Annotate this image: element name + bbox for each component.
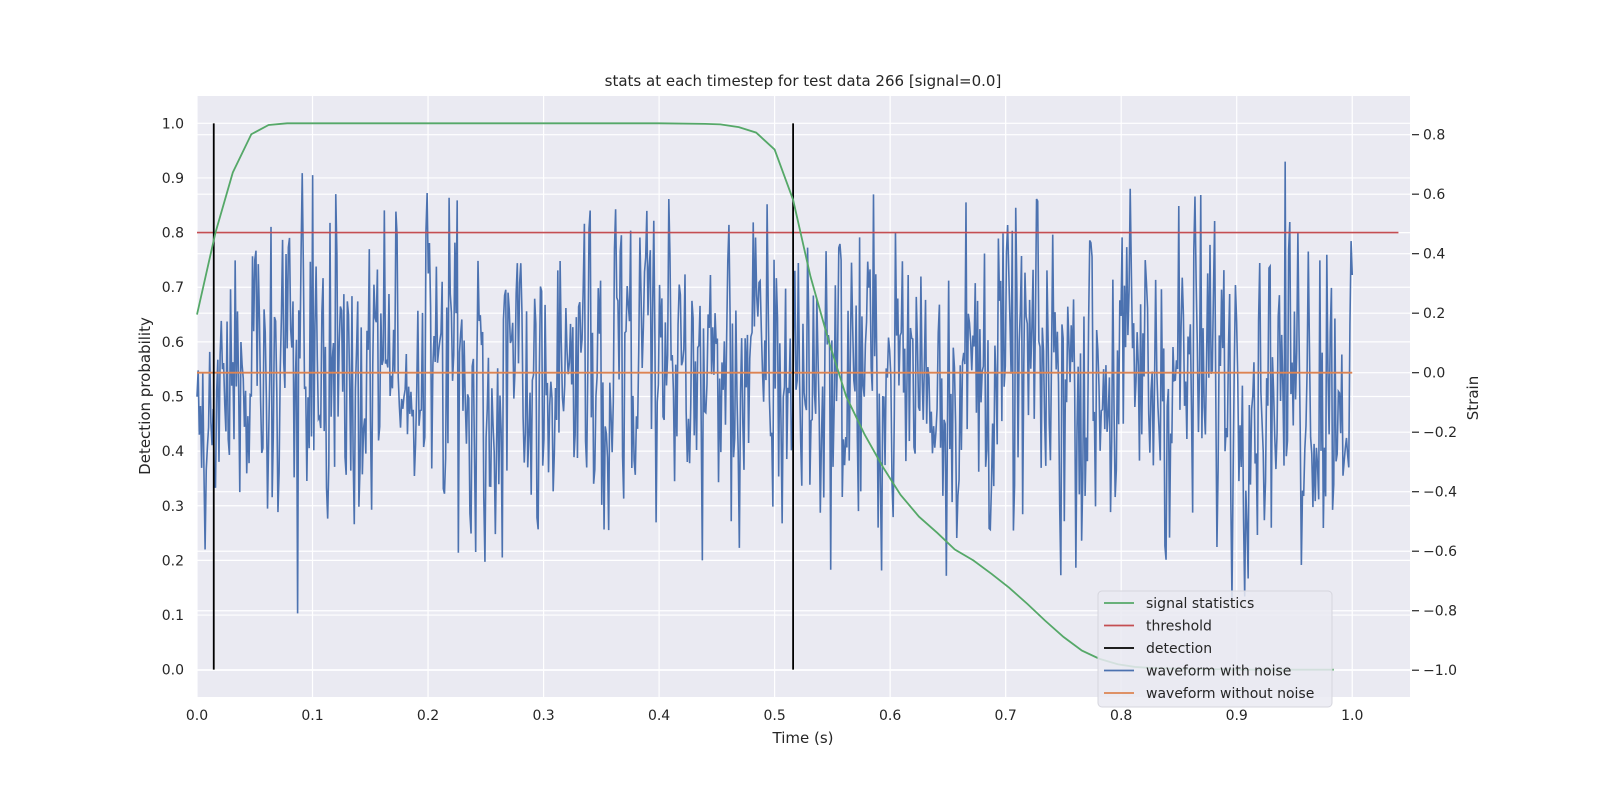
x-tick-label: 1.0 — [1341, 708, 1363, 724]
x-axis-label: Time (s) — [772, 729, 834, 747]
y-right-tick-label: 0.2 — [1423, 306, 1445, 322]
series-waveform-with-noise — [196, 161, 1354, 614]
y-right-tick-label: 0.6 — [1423, 187, 1445, 203]
y-right-tick-label: 0.0 — [1423, 366, 1445, 382]
y-tick-label: 0.7 — [162, 280, 184, 296]
x-tick-label: 0.5 — [763, 708, 785, 724]
y-tick-label: 0.3 — [162, 499, 184, 515]
legend-label: waveform without noise — [1146, 686, 1314, 702]
y-right-axis-label: Strain — [1464, 376, 1482, 420]
x-tick-label: 0.6 — [879, 708, 901, 724]
y-right-tick-label: −0.4 — [1423, 485, 1457, 501]
y-right-tick-label: 0.4 — [1423, 247, 1445, 263]
legend-label: threshold — [1146, 619, 1212, 635]
x-tick-label: 0.3 — [532, 708, 554, 724]
x-tick-label: 0.8 — [1110, 708, 1132, 724]
y-axis-label: Detection probability — [136, 317, 154, 475]
y-tick-label: 0.8 — [162, 226, 184, 242]
x-tick-label: 0.7 — [995, 708, 1017, 724]
legend-label: detection — [1146, 641, 1212, 657]
x-tick-label: 0.1 — [301, 708, 323, 724]
legend: signal statistics threshold detection wavef… — [1097, 590, 1333, 708]
x-tick-label: 0.2 — [417, 708, 439, 724]
y-tick-label: 0.4 — [162, 444, 184, 460]
y-tick-label: 0.0 — [162, 663, 184, 679]
y-right-tick-label: −0.6 — [1423, 544, 1457, 560]
y-tick-label: 0.6 — [162, 335, 184, 351]
x-tick-label: 0.4 — [648, 708, 670, 724]
x-tick-label: 0.0 — [186, 708, 208, 724]
y-right-tick-labels: −1.0 −0.8 −0.6 −0.4 −0.2 0.0 0.2 0.4 0.6 0.8 — [1412, 128, 1457, 679]
legend-label: signal statistics — [1146, 596, 1254, 612]
y-tick-label: 0.1 — [162, 608, 184, 624]
y-right-tick-label: −0.8 — [1423, 604, 1457, 620]
y-right-tick-label: −1.0 — [1423, 663, 1457, 679]
y-tick-label: 0.5 — [162, 390, 184, 406]
y-tick-label: 1.0 — [162, 116, 184, 132]
legend-box — [1097, 590, 1333, 708]
legend-label: waveform with noise — [1146, 664, 1291, 680]
x-tick-labels: 0.0 0.1 0.2 0.3 0.4 0.5 0.6 0.7 0.8 0.9 1.0 — [186, 708, 1364, 724]
y-tick-label: 0.9 — [162, 171, 184, 187]
chart-title: stats at each timestep for test data 266… — [605, 72, 1002, 90]
y-tick-labels: 0.0 0.1 0.2 0.3 0.4 0.5 0.6 0.7 0.8 0.9 1.0 — [162, 116, 184, 678]
x-tick-label: 0.9 — [1226, 708, 1248, 724]
y-right-tick-label: −0.2 — [1423, 425, 1457, 441]
y-right-tick-label: 0.8 — [1423, 128, 1445, 144]
y-tick-label: 0.2 — [162, 553, 184, 569]
